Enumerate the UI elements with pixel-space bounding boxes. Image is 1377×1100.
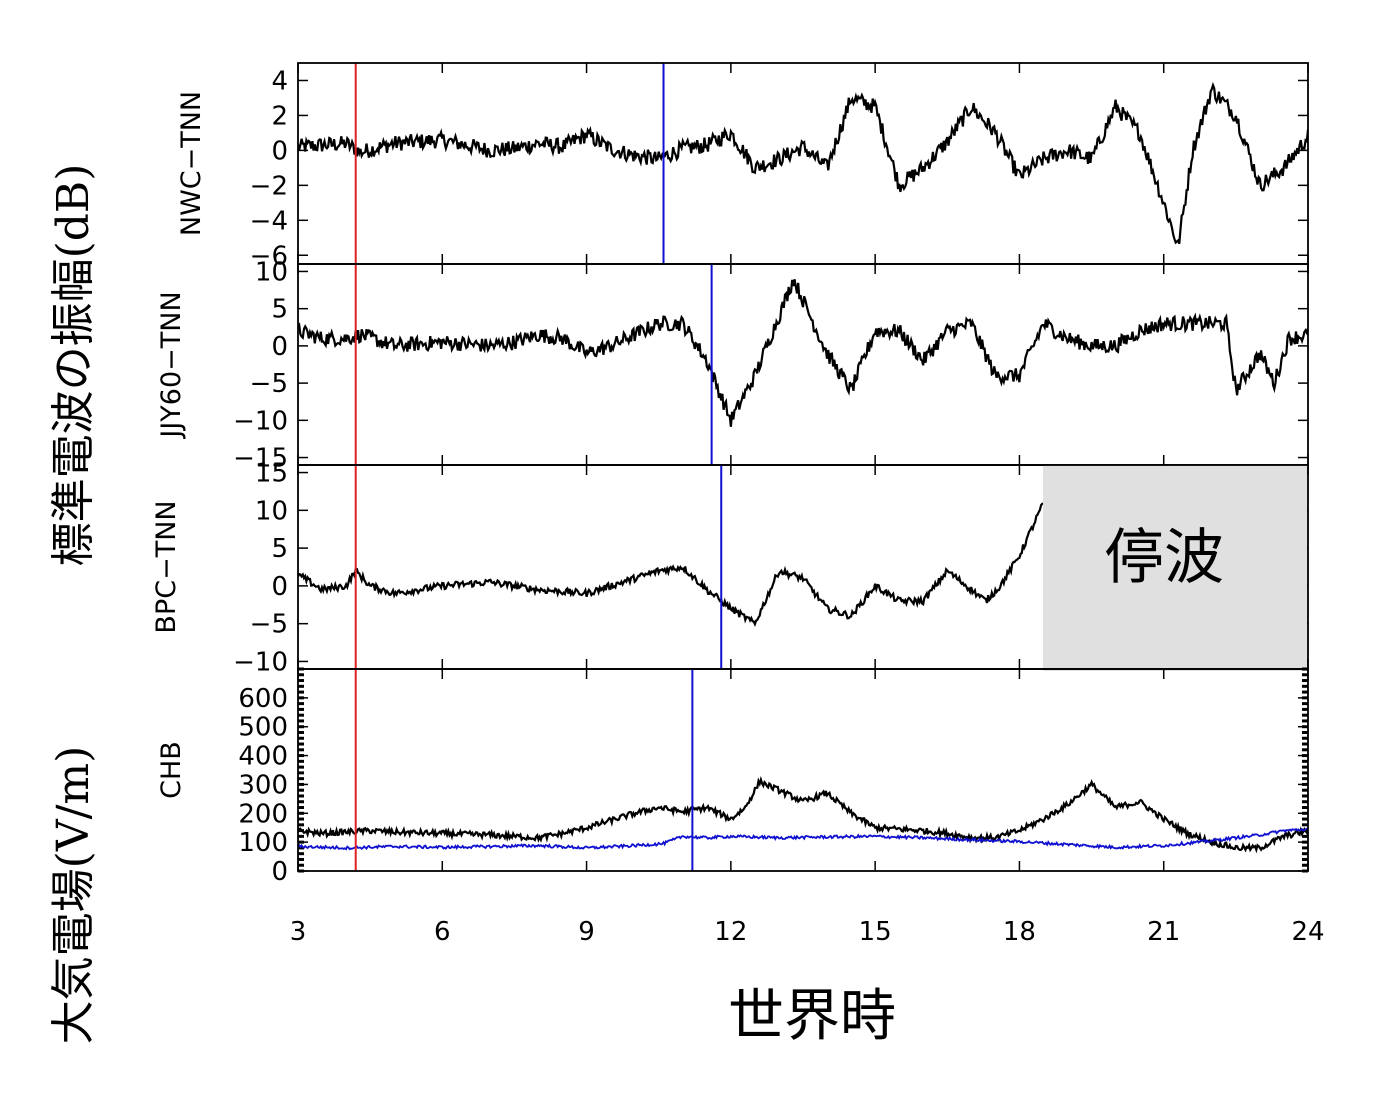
panel-frame <box>297 668 1309 872</box>
panel-label: BPC−TNN <box>151 500 182 633</box>
y-tick-label: 5 <box>271 534 288 564</box>
annotation-box <box>1043 465 1307 671</box>
x-axis-title: 世界時 <box>728 984 896 1049</box>
y-tick-label: −5 <box>250 610 288 640</box>
y-tick-label: −10 <box>233 647 288 677</box>
y-tick-label: 600 <box>238 684 288 714</box>
y-tick-label: 2 <box>271 101 288 131</box>
panel-label: JJY60−TNN <box>156 291 187 439</box>
y-tick-label: −10 <box>233 406 288 436</box>
y-axis-label-upper: 標準電波の振幅(dB) <box>48 164 99 567</box>
x-tick-label: 18 <box>1003 917 1036 947</box>
series-line-BPC-TNN-0 <box>298 502 1044 628</box>
series-line-NWC-TNN-0 <box>298 81 1308 245</box>
y-axis-label-lower: 大気電場(V/m) <box>48 746 99 1045</box>
panel-frame <box>297 62 1309 265</box>
y-tick-label: 400 <box>238 742 288 772</box>
series-line-CHB-0 <box>298 775 1308 854</box>
y-tick-label: 0 <box>271 857 288 887</box>
x-tick-label: 6 <box>434 917 451 947</box>
panel-label: CHB <box>156 741 187 799</box>
y-tick-label: −15 <box>233 444 288 474</box>
x-tick-label: 9 <box>578 917 595 947</box>
y-tick-label: 200 <box>238 799 288 829</box>
panel-label: NWC−TNN <box>176 91 207 236</box>
x-tick-label: 15 <box>859 917 892 947</box>
y-tick-label: 15 <box>255 459 288 489</box>
y-tick-label: −6 <box>250 241 288 271</box>
x-tick-label: 12 <box>714 917 747 947</box>
y-tick-label: 4 <box>271 66 288 96</box>
x-tick-label: 3 <box>290 917 307 947</box>
y-tick-label: 100 <box>238 828 288 858</box>
y-tick-label: −5 <box>250 369 288 399</box>
y-tick-label: 500 <box>238 713 288 743</box>
y-tick-label: −2 <box>250 171 288 201</box>
y-tick-label: 10 <box>255 496 288 526</box>
annotation-text: 停波 <box>1104 523 1224 593</box>
y-tick-label: −4 <box>250 206 288 236</box>
y-tick-label: 10 <box>255 257 288 287</box>
x-tick-label: 24 <box>1291 917 1324 947</box>
y-tick-label: 0 <box>271 332 288 362</box>
series-line-JJY60-TNN-0 <box>298 279 1308 427</box>
y-tick-label: 5 <box>271 295 288 325</box>
panel-frame <box>297 263 1309 466</box>
y-tick-label: 0 <box>271 572 288 602</box>
x-tick-label: 21 <box>1147 917 1180 947</box>
y-tick-label: 0 <box>271 136 288 166</box>
series-line-CHB-1 <box>298 827 1308 851</box>
y-tick-label: 300 <box>238 770 288 800</box>
